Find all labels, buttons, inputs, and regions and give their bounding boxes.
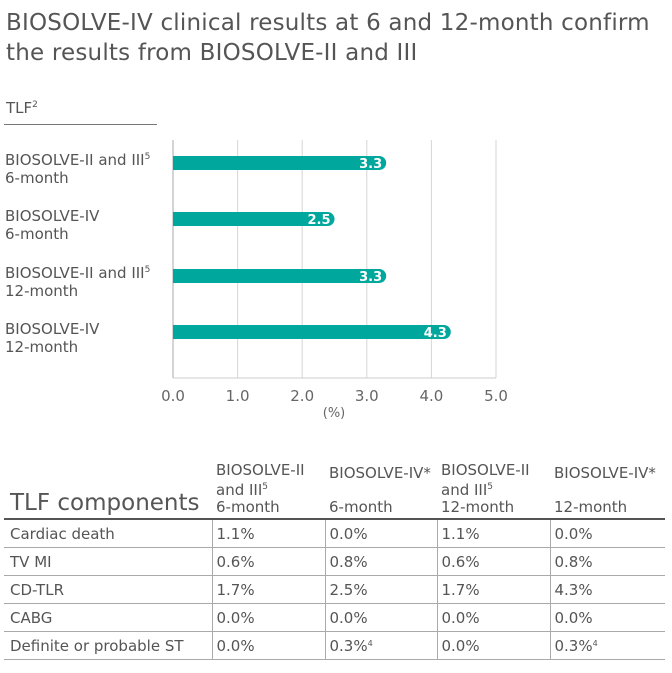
bar-base — [173, 325, 187, 339]
category-label: BIOSOLVE-IV 6-month — [5, 207, 100, 243]
table-cell: 0.6% — [436, 547, 550, 576]
bar — [173, 156, 387, 170]
table-cell: 0.0% — [436, 603, 550, 632]
x-tick-label: 1.0 — [226, 387, 250, 405]
row-label: Cardiac death — [4, 519, 212, 548]
bar-base — [173, 212, 187, 226]
page-title: BIOSOLVE-IV clinical results at 6 and 12… — [6, 8, 666, 68]
table-cell: 0.0% — [211, 631, 325, 660]
row-label: CD-TLR — [4, 575, 212, 604]
table-cell: 2.5% — [324, 575, 437, 604]
bar-value-label: 3.3 — [359, 270, 382, 285]
bar-value-label: 3.3 — [359, 157, 382, 172]
table-row: Definite or probable ST 0.0% 0.3%4 0.0% 0.3%… — [4, 631, 665, 660]
title-line-2: the results from BIOSOLVE-II and III — [6, 40, 418, 66]
column-header: BIOSOLVE-II and III5 12-month — [441, 461, 530, 516]
table-title: TLF components — [10, 490, 200, 516]
x-tick-label: 5.0 — [484, 387, 508, 405]
category-label: BIOSOLVE-II and III5 12-month — [5, 264, 151, 300]
chart-axis-label: TLF2 — [6, 99, 38, 117]
table-cell: 0.3%4 — [549, 631, 665, 660]
column-header: BIOSOLVE-II and III5 6-month — [216, 461, 305, 516]
bar — [173, 325, 451, 339]
table-cell: 0.0% — [549, 603, 665, 632]
bar — [173, 212, 335, 226]
column-header: BIOSOLVE-IV* 12-month — [554, 464, 656, 516]
tlf-components-table: TLF components BIOSOLVE-II and III5 6-mont… — [4, 462, 665, 660]
title-line-1: BIOSOLVE-IV clinical results at 6 and 12… — [6, 10, 650, 36]
bar-base — [173, 269, 187, 283]
x-tick-label: 3.0 — [355, 387, 379, 405]
x-tick-label: 0.0 — [161, 387, 185, 405]
table-cell: 0.0% — [324, 519, 437, 548]
bar-value-label: 4.3 — [424, 326, 447, 341]
table-cell: 1.7% — [436, 575, 550, 604]
table-cell: 1.1% — [211, 519, 325, 548]
table-cell: 0.0% — [211, 603, 325, 632]
table-cell: 0.0% — [436, 631, 550, 660]
category-label: BIOSOLVE-IV 12-month — [5, 320, 100, 356]
x-axis-label: (%) — [323, 406, 346, 421]
row-label: CABG — [4, 603, 212, 632]
bar — [173, 269, 387, 283]
table-row: TV MI 0.6% 0.8% 0.6% 0.8% — [4, 547, 665, 576]
column-header: BIOSOLVE-IV* 6-month — [329, 464, 431, 516]
x-tick-label: 4.0 — [419, 387, 443, 405]
table-cell: 1.7% — [211, 575, 325, 604]
bar-base — [173, 156, 187, 170]
table-cell: 0.3%4 — [324, 631, 437, 660]
table-row: CABG 0.0% 0.0% 0.0% 0.0% — [4, 603, 665, 632]
table-row: Cardiac death 1.1% 0.0% 1.1% 0.0% — [4, 519, 665, 548]
table-cell: 0.8% — [549, 547, 665, 576]
table-cell: 0.0% — [324, 603, 437, 632]
chart-label-rule — [4, 124, 157, 125]
table-cell: 0.8% — [324, 547, 437, 576]
table-cell: 0.6% — [211, 547, 325, 576]
bar-value-label: 2.5 — [307, 213, 330, 228]
x-tick-label: 2.0 — [290, 387, 314, 405]
table-row: CD-TLR 1.7% 2.5% 1.7% 4.3% — [4, 575, 665, 604]
bar-chart: 0.0 1.0 2.0 3.0 4.0 5.0 (%) 3.3 2.5 3.3 4.3 — [161, 140, 508, 421]
category-label: BIOSOLVE-II and III5 6-month — [5, 151, 151, 187]
table-cell: 1.1% — [436, 519, 550, 548]
row-label: Definite or probable ST — [4, 631, 212, 660]
table-cell: 4.3% — [549, 575, 665, 604]
table-cell: 0.0% — [549, 519, 665, 548]
row-label: TV MI — [4, 547, 212, 576]
table-header-row: TLF components BIOSOLVE-II and III5 6-mont… — [4, 462, 665, 519]
